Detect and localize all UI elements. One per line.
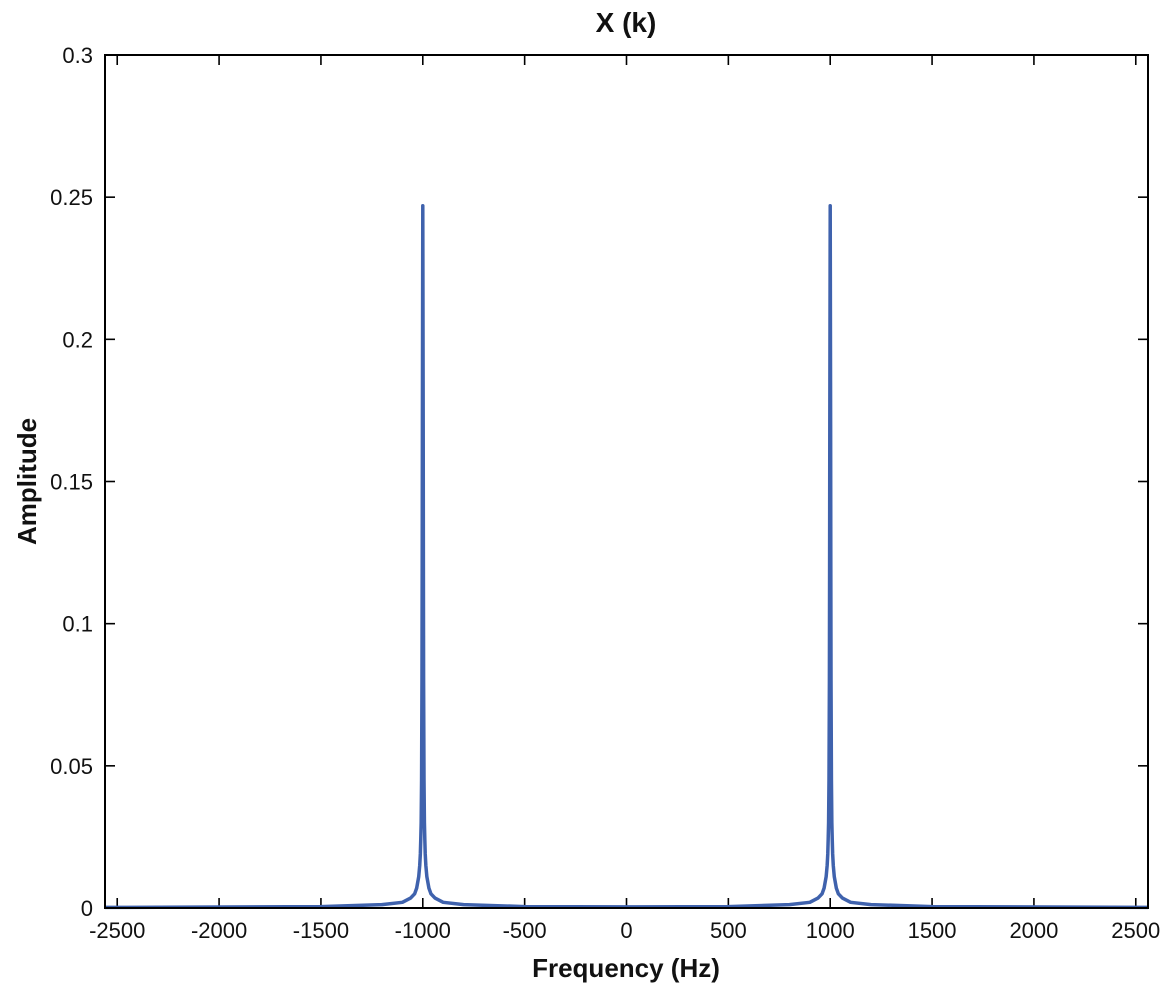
- tick-marks: [105, 54, 1148, 909]
- y-tick-label: 0: [81, 896, 93, 921]
- x-tick-label: 1000: [806, 918, 855, 943]
- x-tick-label: 2000: [1009, 918, 1058, 943]
- x-tick-label: 0: [620, 918, 632, 943]
- y-tick-label: 0.15: [50, 470, 93, 495]
- x-tick-label: -2500: [89, 918, 145, 943]
- series-layer: [104, 203, 1149, 910]
- y-tick-label: 0.1: [62, 612, 93, 637]
- x-tick-label: 500: [710, 918, 747, 943]
- series-line: [104, 203, 1149, 910]
- y-tick-label: 0.25: [50, 185, 93, 210]
- x-tick-label: -1500: [293, 918, 349, 943]
- tick-labels: -2500 -2000 -1500 -1000 -500 0 500 1000 1500 2000…: [50, 43, 1160, 943]
- x-axis-title: Frequency (Hz): [532, 953, 720, 983]
- x-tick-label: -2000: [191, 918, 247, 943]
- chart-title: X (k): [596, 7, 657, 38]
- plot-frame: [104, 54, 1149, 909]
- x-tick-label: -1000: [395, 918, 451, 943]
- y-tick-label: 0.3: [62, 43, 93, 68]
- y-tick-label: 0.05: [50, 754, 93, 779]
- x-tick-label: -500: [503, 918, 547, 943]
- x-tick-label: 1500: [908, 918, 957, 943]
- y-tick-label: 0.2: [62, 327, 93, 352]
- x-tick-label: 2500: [1111, 918, 1160, 943]
- y-axis-title: Amplitude: [12, 418, 42, 545]
